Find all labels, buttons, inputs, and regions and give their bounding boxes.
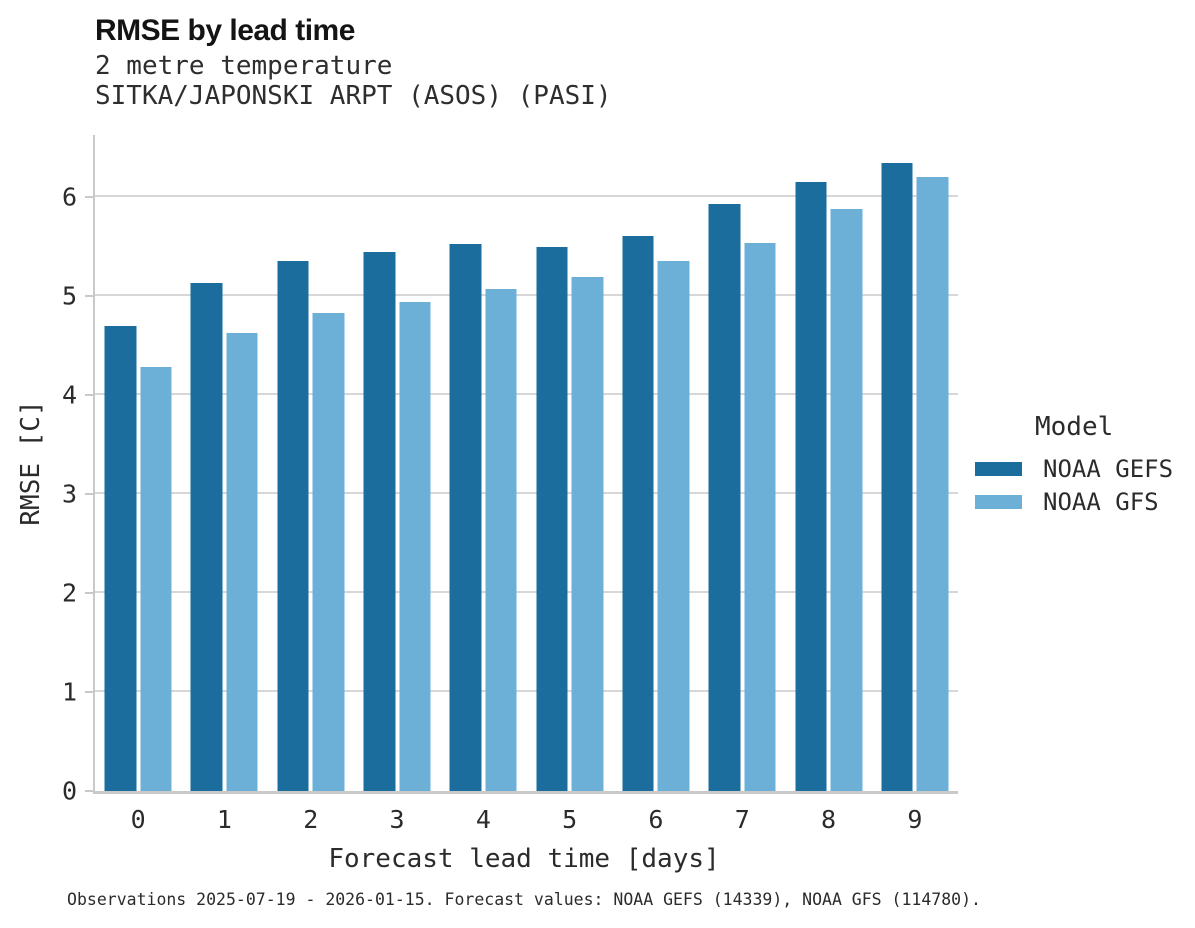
y-tick-label-6: 6 <box>61 182 77 212</box>
bar-noaa-gfs-day-2 <box>312 313 345 791</box>
bar-group-day-3 <box>363 135 431 791</box>
x-tick-label-7: 7 <box>734 805 750 834</box>
bar-noaa-gfs-day-6 <box>657 260 690 791</box>
y-tick-mark-6 <box>85 196 93 199</box>
gridline-y-5 <box>95 294 958 297</box>
y-tick-mark-0 <box>85 790 93 792</box>
x-tick-label-3: 3 <box>389 805 405 834</box>
bar-noaa-gfs-day-5 <box>571 277 604 791</box>
bar-noaa-gefs-day-4 <box>449 243 482 791</box>
legend-items: NOAA GEFS NOAA GFS <box>975 452 1173 518</box>
bar-noaa-gefs-day-2 <box>277 260 309 791</box>
gridline-y-6 <box>95 195 958 198</box>
bar-group-day-5 <box>536 135 604 791</box>
page-title: RMSE by lead time <box>95 14 355 47</box>
y-tick-label-0: 0 <box>61 776 77 806</box>
bar-noaa-gefs-day-0 <box>104 325 137 791</box>
bar-noaa-gefs-day-1 <box>190 283 223 791</box>
gridline-y-3 <box>95 492 958 495</box>
y-tick-mark-5 <box>85 295 93 298</box>
bar-noaa-gefs-day-8 <box>795 181 827 791</box>
bar-noaa-gefs-day-7 <box>708 204 741 791</box>
bar-noaa-gfs-day-0 <box>140 366 172 791</box>
bar-noaa-gfs-day-3 <box>399 302 431 791</box>
bar-group-day-7 <box>708 135 776 791</box>
footer-caption: Observations 2025-07-19 - 2026-01-15. Fo… <box>67 890 981 909</box>
bar-group-day-0 <box>104 135 172 791</box>
legend-item-noaa-gefs: NOAA GEFS <box>975 452 1173 485</box>
x-tick-label-1: 1 <box>216 805 232 834</box>
legend-swatch-noaa-gefs <box>975 461 1022 476</box>
y-tick-label-4: 4 <box>61 380 77 410</box>
x-tick-label-2: 2 <box>303 805 319 834</box>
x-tick-label-9: 9 <box>907 805 923 834</box>
chart-subtitle-station: SITKA/JAPONSKI ARPT (ASOS) (PASI) <box>95 81 612 111</box>
x-tick-label-8: 8 <box>821 805 837 834</box>
y-tick-label-2: 2 <box>61 578 77 608</box>
bar-noaa-gefs-day-9 <box>881 162 913 791</box>
bar-noaa-gfs-day-4 <box>485 289 517 791</box>
bar-group-day-6 <box>622 135 690 791</box>
legend-swatch-noaa-gfs <box>975 494 1022 509</box>
y-tick-label-3: 3 <box>61 479 77 509</box>
bar-group-day-4 <box>449 135 517 791</box>
bar-noaa-gefs-day-6 <box>622 235 654 791</box>
legend-label-noaa-gefs: NOAA GEFS <box>1043 454 1174 483</box>
gridline-y-2 <box>95 591 958 594</box>
legend-label-noaa-gfs: NOAA GFS <box>1043 487 1159 516</box>
x-tick-label-0: 0 <box>130 805 146 834</box>
y-tick-label-1: 1 <box>61 677 77 707</box>
x-axis-title: Forecast lead time [days] <box>328 844 720 874</box>
legend-item-noaa-gfs: NOAA GFS <box>975 485 1173 518</box>
gridline-y-1 <box>95 690 958 693</box>
bar-noaa-gefs-day-3 <box>363 251 396 791</box>
y-tick-mark-3 <box>85 493 93 496</box>
x-tick-label-4: 4 <box>475 805 491 834</box>
bar-noaa-gfs-day-8 <box>830 209 863 791</box>
bar-group-day-2 <box>277 135 345 791</box>
x-tick-label-6: 6 <box>648 805 664 834</box>
bar-noaa-gfs-day-1 <box>226 332 258 791</box>
y-axis-title: RMSE [C] <box>16 400 46 526</box>
x-tick-label-5: 5 <box>562 805 578 834</box>
y-tick-label-5: 5 <box>61 281 77 311</box>
chart-subtitle-variable: 2 metre temperature <box>95 51 393 81</box>
legend: Model NOAA GEFS NOAA GFS <box>975 412 1173 518</box>
plot-area: 0 1 2 3 4 5 6 0 1 2 3 4 5 6 7 8 9 <box>62 135 958 832</box>
bar-noaa-gfs-day-9 <box>916 176 949 791</box>
legend-title: Model <box>1035 412 1114 442</box>
bar-noaa-gfs-day-7 <box>744 242 776 791</box>
bar-group-day-8 <box>795 135 863 791</box>
y-tick-mark-2 <box>85 592 93 595</box>
bar-group-day-1 <box>190 135 258 791</box>
bar-group-day-9 <box>881 135 949 791</box>
y-tick-mark-1 <box>85 691 93 694</box>
y-tick-mark-4 <box>85 394 93 397</box>
gridline-y-4 <box>95 393 958 396</box>
bar-noaa-gefs-day-5 <box>536 246 568 791</box>
